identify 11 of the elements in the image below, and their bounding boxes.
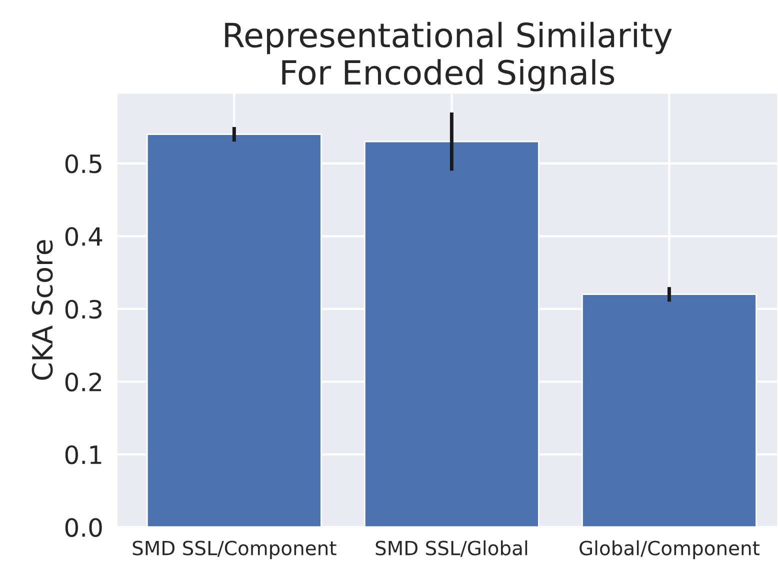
y-tick-label: 0.0 — [65, 518, 102, 538]
y-tick-label: 0.2 — [65, 372, 102, 392]
y-tick-label: 0.3 — [65, 300, 102, 319]
y-tick-label: 0.1 — [65, 445, 102, 464]
y-tick-label: 0.4 — [65, 227, 102, 246]
x-tick-label: SMD SSL/Component — [132, 540, 336, 560]
y-axis-title: CKA Score — [32, 240, 53, 380]
x-tick-label: SMD SSL/Global — [376, 540, 528, 557]
x-tick-label: Global/Component — [580, 540, 760, 560]
chart-title: Representational Similarity For Encoded Signals — [225, 22, 672, 92]
y-tick-label: 0.5 — [65, 154, 102, 174]
